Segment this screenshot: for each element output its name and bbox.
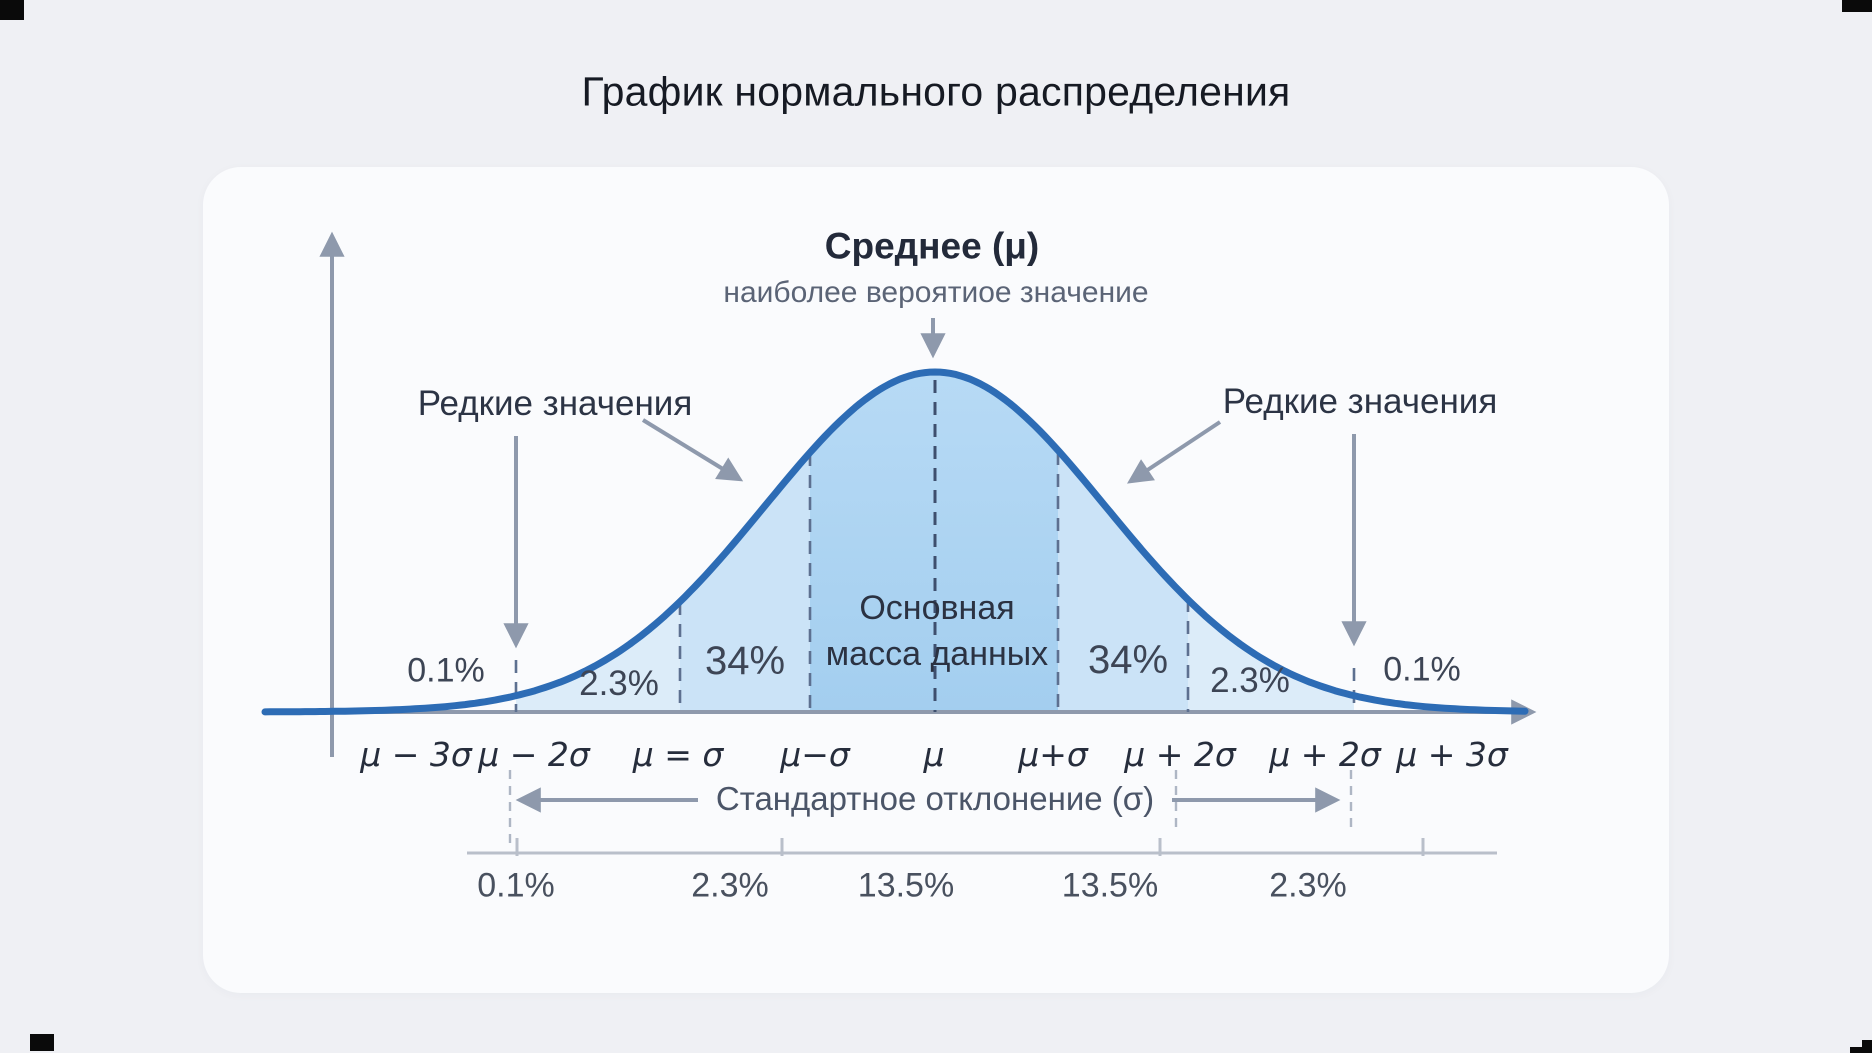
x-tick-mu-minus-sigma: μ−σ — [780, 735, 850, 775]
main-mass-line1: Основная — [859, 589, 1015, 627]
mean-label: Среднее (μ) — [824, 225, 1040, 267]
x-tick-mu-plus-2sigma-b: μ + 2σ — [1269, 735, 1381, 775]
percent-right-2-3: 2.3% — [1210, 660, 1290, 700]
rare-right-diagonal-arrow — [1126, 420, 1222, 484]
mean-sublabel: наиболее вероятиое значение — [723, 275, 1149, 309]
x-tick-mu-minus-2sigma: μ − 2σ — [478, 735, 590, 775]
main-mass-line2: масса данных — [825, 635, 1049, 673]
crop-mark-top-left — [0, 0, 24, 20]
region-fill-34-left — [680, 452, 810, 714]
x-tick-mu: μ — [923, 735, 945, 775]
scale-percent-2-3-left: 2.3% — [691, 866, 769, 905]
scale-percent-2-3-right: 2.3% — [1269, 866, 1347, 905]
x-tick-mu-minus-3sigma: μ − 3σ — [360, 735, 472, 775]
x-tick-mu-plus-3sigma: μ + 3σ — [1396, 735, 1508, 775]
region-fill-34-right — [1058, 450, 1188, 714]
x-tick-mu-plus-sigma: μ+σ — [1018, 735, 1088, 775]
scale-percent-13-5-left: 13.5% — [857, 866, 955, 905]
scale-percent-0-1: 0.1% — [477, 866, 555, 905]
page-title: График нормального распределения — [581, 68, 1291, 115]
bell-curve — [261, 368, 1529, 716]
percent-right-34: 34% — [1087, 638, 1169, 682]
crop-mark-bottom-left — [30, 1034, 54, 1051]
crop-mark-bottom-right-a — [1862, 1040, 1872, 1053]
x-tick-mu-plus-2sigma: μ + 2σ — [1124, 735, 1236, 775]
rare-values-label-right: Редкие значения — [1222, 381, 1498, 421]
main-mass-label: Основная масса данных — [826, 585, 1048, 677]
x-tick-mu-eq-sigma: μ = σ — [632, 735, 724, 775]
percent-left-2-3: 2.3% — [579, 663, 659, 703]
rare-left-diagonal-arrow — [641, 418, 744, 482]
rare-values-label-left: Редкие значения — [417, 383, 693, 423]
percent-left-34: 34% — [704, 639, 786, 683]
percent-right-0-1: 0.1% — [1383, 650, 1461, 689]
percent-left-0-1: 0.1% — [407, 651, 485, 690]
scale-percent-13-5-right: 13.5% — [1061, 866, 1159, 905]
stddev-label: Стандартное отклонение (σ) — [715, 780, 1155, 818]
crop-mark-top-right — [1842, 0, 1872, 12]
crop-mark-bottom-right-b — [1850, 1047, 1872, 1053]
